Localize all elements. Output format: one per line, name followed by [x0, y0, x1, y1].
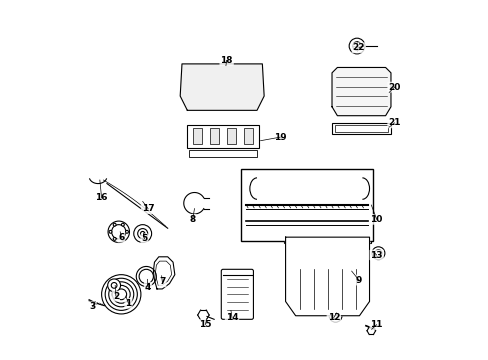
Text: 2: 2	[113, 292, 119, 301]
Circle shape	[206, 81, 218, 93]
Polygon shape	[285, 237, 369, 316]
Circle shape	[190, 81, 202, 93]
Circle shape	[348, 38, 364, 54]
Bar	[244, 128, 253, 144]
Text: 17: 17	[142, 204, 154, 213]
Text: 7: 7	[159, 277, 165, 286]
Circle shape	[193, 84, 199, 90]
Circle shape	[136, 266, 156, 287]
Circle shape	[225, 84, 231, 90]
Circle shape	[105, 278, 137, 310]
Text: 8: 8	[189, 215, 195, 224]
Text: 21: 21	[387, 118, 400, 127]
Text: 22: 22	[352, 43, 365, 52]
Circle shape	[241, 84, 247, 90]
Circle shape	[220, 103, 225, 108]
Circle shape	[188, 103, 193, 108]
Circle shape	[332, 312, 338, 319]
Bar	[334, 125, 387, 132]
Text: 16: 16	[95, 193, 108, 202]
Circle shape	[121, 223, 124, 226]
Circle shape	[111, 283, 117, 288]
Bar	[192, 128, 201, 144]
Bar	[189, 150, 257, 157]
Text: 3: 3	[89, 302, 96, 311]
Circle shape	[238, 81, 250, 93]
Circle shape	[139, 269, 153, 284]
Text: 13: 13	[370, 251, 382, 260]
Circle shape	[140, 231, 144, 236]
FancyBboxPatch shape	[221, 269, 253, 319]
Circle shape	[107, 279, 121, 292]
Circle shape	[116, 289, 126, 300]
Circle shape	[236, 103, 241, 108]
Circle shape	[108, 221, 129, 243]
Circle shape	[113, 238, 116, 240]
Text: 15: 15	[199, 320, 211, 329]
Text: 1: 1	[125, 299, 131, 308]
Circle shape	[102, 275, 141, 314]
Circle shape	[121, 238, 124, 240]
Text: 20: 20	[387, 83, 400, 92]
Text: 9: 9	[355, 275, 361, 284]
Circle shape	[209, 84, 215, 90]
Bar	[209, 128, 218, 144]
Circle shape	[374, 249, 381, 257]
Circle shape	[352, 42, 361, 50]
Text: 6: 6	[118, 233, 124, 242]
Bar	[226, 128, 235, 144]
Bar	[331, 123, 390, 134]
Circle shape	[109, 230, 112, 233]
Circle shape	[371, 247, 384, 260]
Text: 4: 4	[144, 283, 151, 292]
Circle shape	[113, 223, 116, 226]
Text: 14: 14	[225, 313, 238, 322]
Circle shape	[252, 103, 257, 108]
Circle shape	[138, 229, 147, 239]
Text: 18: 18	[220, 56, 232, 65]
Text: 5: 5	[141, 234, 147, 243]
Text: 11: 11	[370, 320, 382, 329]
Bar	[241, 169, 372, 241]
Circle shape	[204, 103, 209, 108]
Circle shape	[125, 230, 128, 233]
Polygon shape	[180, 64, 264, 111]
Circle shape	[108, 282, 134, 307]
Text: 10: 10	[370, 215, 382, 224]
Bar	[283, 236, 370, 243]
Circle shape	[222, 81, 234, 93]
Bar	[187, 125, 258, 148]
Polygon shape	[331, 67, 390, 116]
Circle shape	[112, 285, 130, 303]
Circle shape	[328, 309, 341, 322]
Text: 12: 12	[327, 313, 339, 322]
Circle shape	[343, 80, 355, 93]
Circle shape	[111, 225, 125, 239]
Circle shape	[134, 225, 151, 243]
Text: 19: 19	[273, 132, 286, 141]
